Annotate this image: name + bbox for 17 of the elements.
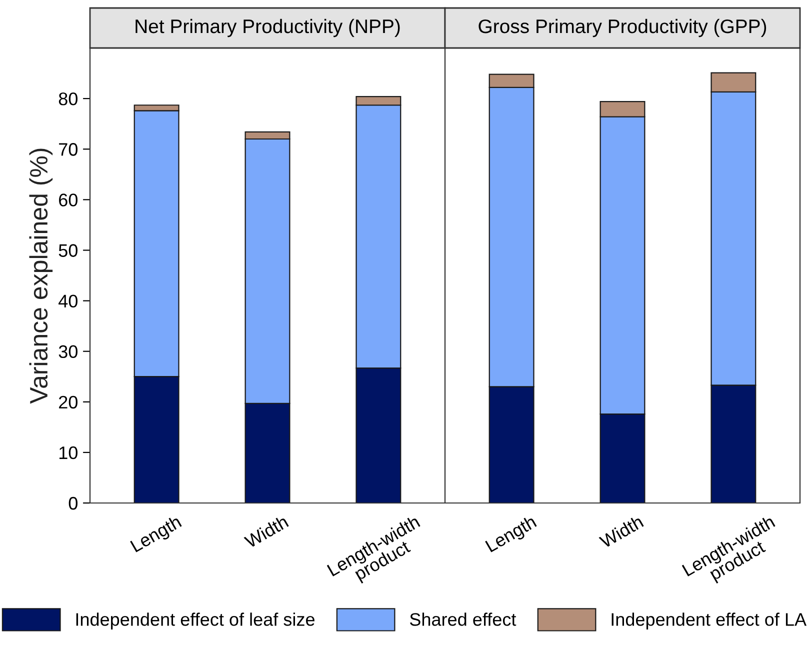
y-tick-label: 70 xyxy=(59,143,78,156)
y-tick-label: 40 xyxy=(58,294,78,308)
y-tick-label: 30 xyxy=(58,345,78,358)
legend-label: Shared effect xyxy=(410,612,516,626)
chart-title: Net Primary Productivity (NPP) xyxy=(136,18,400,38)
y-tick-label: 10 xyxy=(59,446,78,460)
y-tick-label: 60 xyxy=(59,194,78,206)
y-tick-label: 80 xyxy=(58,92,78,106)
y-tick-label: 50 xyxy=(58,244,78,257)
legend-label: Independent effect of LA xyxy=(612,612,807,630)
legend-label: Independent effect of leaf size xyxy=(76,612,314,630)
y-tick-label: 20 xyxy=(59,396,78,409)
x-tick-label: Width xyxy=(598,514,644,549)
y-axis-title: Variance explained (%) xyxy=(29,148,53,404)
x-tick-label: Width xyxy=(243,514,289,549)
chart-title: Gross Primary Productivity (GPP) xyxy=(478,18,766,38)
y-tick-label: 0 xyxy=(68,496,78,510)
